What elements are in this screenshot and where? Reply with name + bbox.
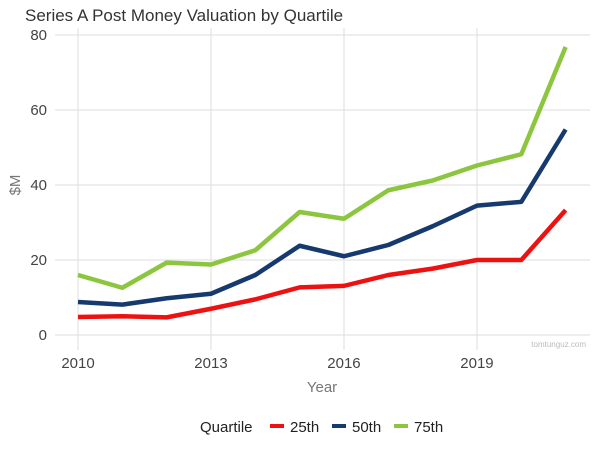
legend: Quartile 25th 50th 75th [200, 419, 443, 436]
y-axis-label: $M [7, 175, 24, 196]
series-line-75th [77, 46, 568, 290]
y-tick-label: 20 [30, 252, 47, 269]
x-tick-label: 2010 [61, 355, 94, 372]
x-tick-label: 2013 [194, 355, 227, 372]
ticks: 0 20 40 60 80 2010 2013 2016 2019 [30, 27, 493, 372]
series-lines [77, 46, 568, 320]
x-tick-label: 2019 [460, 355, 493, 372]
series-line-25th [77, 208, 568, 320]
x-axis-label: Year [307, 379, 337, 396]
grid [55, 28, 590, 350]
legend-label-25th: 25th [290, 419, 319, 436]
legend-label-50th: 50th [352, 419, 381, 436]
watermark: tomtunguz.com [531, 340, 586, 349]
y-tick-label: 0 [39, 327, 47, 344]
legend-label-75th: 75th [414, 419, 443, 436]
y-tick-label: 80 [30, 27, 47, 44]
legend-title: Quartile [200, 419, 253, 436]
y-tick-label: 60 [30, 102, 47, 119]
x-tick-label: 2016 [327, 355, 360, 372]
y-tick-label: 40 [30, 177, 47, 194]
chart-title: Series A Post Money Valuation by Quartil… [25, 6, 343, 25]
series-line-50th [77, 128, 568, 307]
